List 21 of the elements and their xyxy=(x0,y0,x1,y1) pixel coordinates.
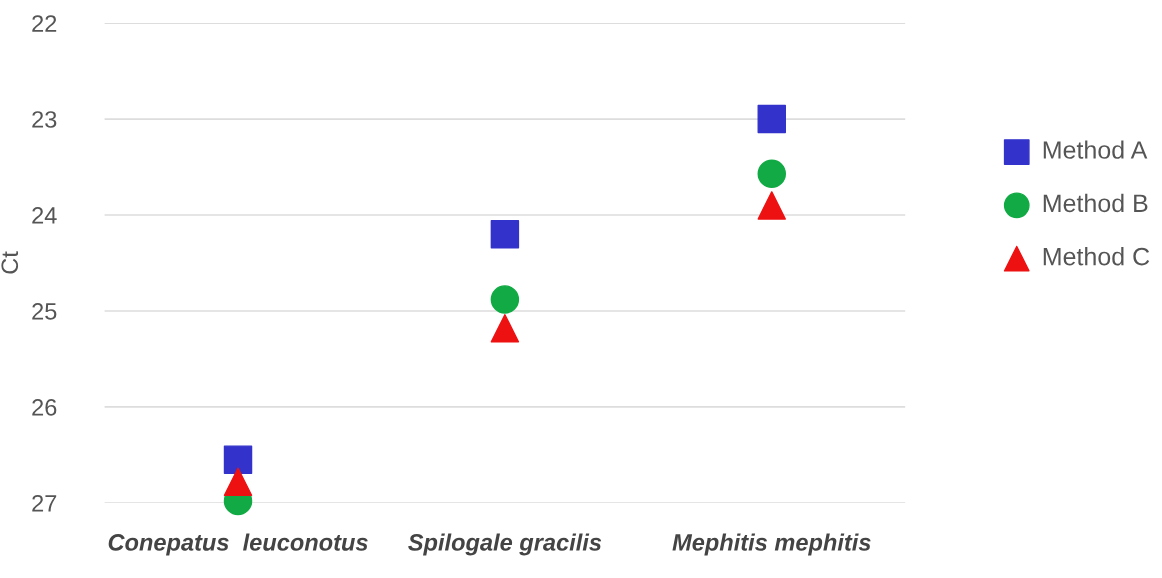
point xyxy=(223,445,253,474)
y-axis-title: Ct xyxy=(1,251,19,274)
y-tick-label: 22 xyxy=(32,15,57,32)
point xyxy=(757,104,786,134)
x-tick-label: Spilogale gracilis xyxy=(408,533,602,556)
legend-label: Method A xyxy=(1043,140,1148,159)
legend-label: Method B xyxy=(1043,193,1148,213)
point xyxy=(223,467,253,496)
y-tick-label: 23 xyxy=(32,111,57,128)
point xyxy=(757,191,786,220)
x-tick-label: Conepatus leuconotus xyxy=(108,533,368,556)
x-tick-label: Mephitis mephitis xyxy=(672,533,871,556)
point xyxy=(757,159,786,188)
y-tick-label: 24 xyxy=(32,207,57,224)
legend-label: Method C xyxy=(1043,247,1150,266)
y-tick-label: 27 xyxy=(32,494,57,512)
y-tick-label: 26 xyxy=(32,398,57,416)
y-tick-label: 25 xyxy=(32,303,57,320)
point xyxy=(490,219,520,249)
point xyxy=(490,285,520,314)
point xyxy=(490,314,520,343)
